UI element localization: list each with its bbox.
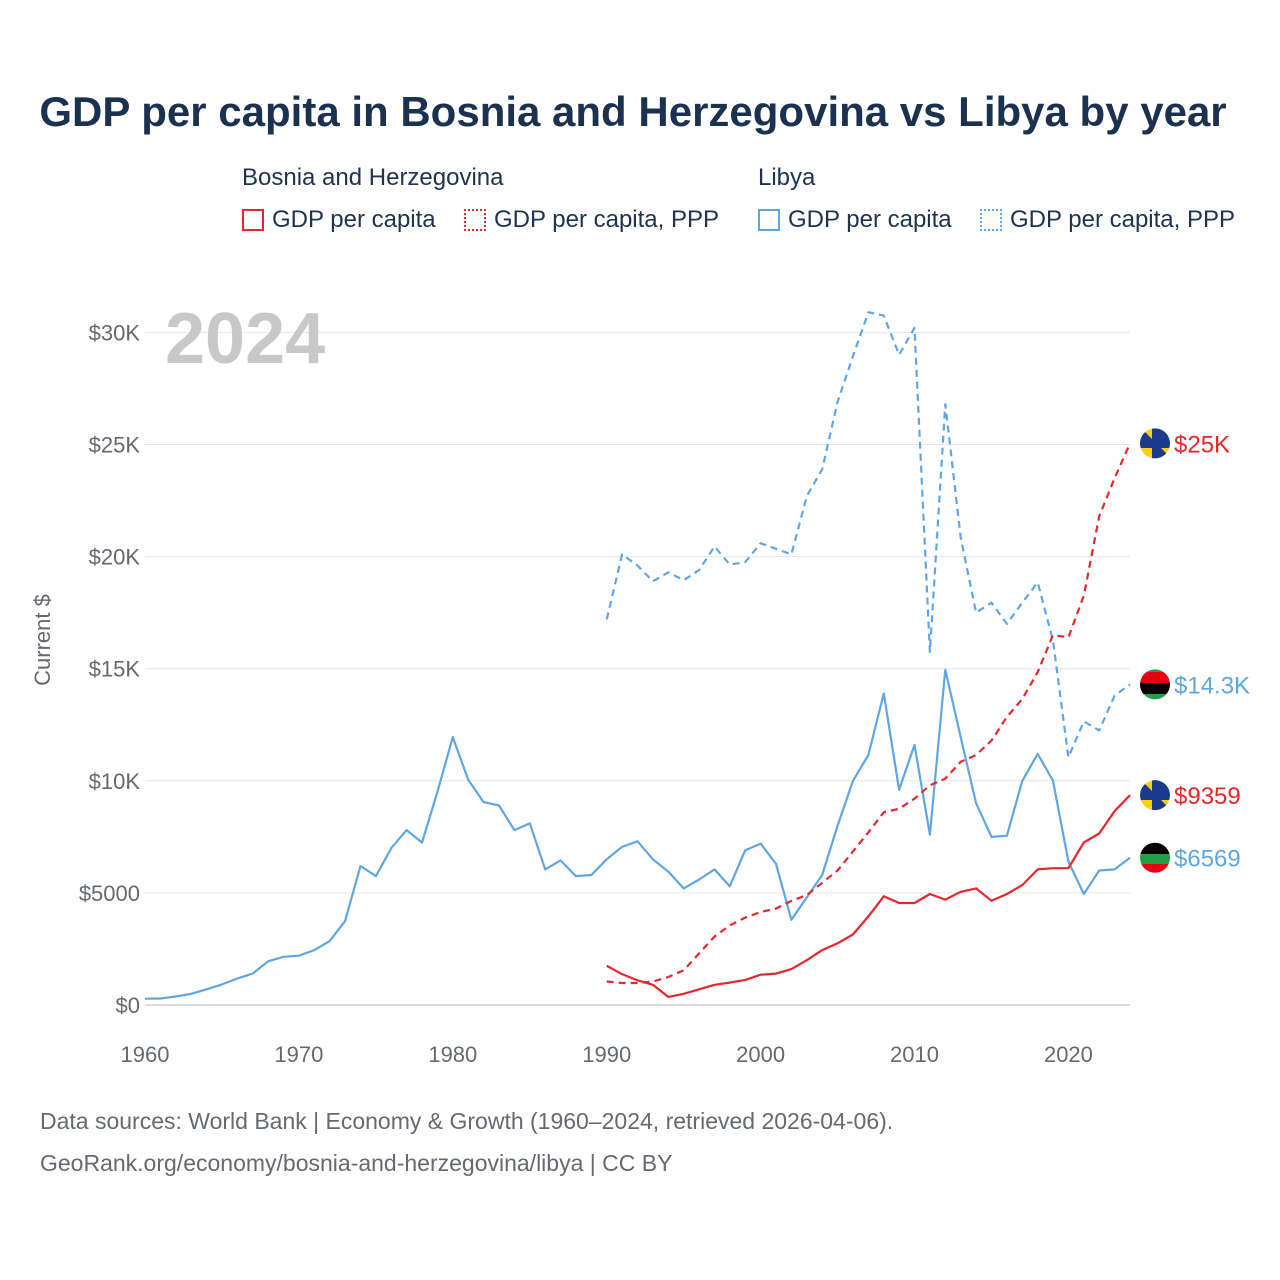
y-tick-label: $20K (89, 545, 141, 570)
footer-source: Data sources: World Bank | Economy & Gro… (40, 1108, 894, 1134)
gridlines (145, 331, 1130, 1006)
y-tick-label: $30K (89, 320, 141, 345)
y-tick-label: $15K (89, 657, 141, 682)
y-tick-label: $25K (89, 433, 141, 458)
series-line (144, 668, 1131, 1000)
x-tick-label: 1970 (274, 1042, 323, 1067)
x-axis: 1960 1970 1980 1990 2000 2010 2020 (121, 1042, 1093, 1067)
x-tick-label: 1980 (428, 1042, 477, 1067)
y-tick-label: $0 (116, 993, 140, 1018)
footer-credit: GeoRank.org/economy/bosnia-and-herzegovi… (40, 1150, 673, 1176)
y-axis: $0 $5000 $10K $15K $20K $25K $30K (79, 320, 141, 1018)
legend-item-libya-gdp[interactable]: GDP per capita (758, 206, 952, 234)
x-tick-label: 2000 (736, 1042, 785, 1067)
end-value-label: $6569 (1174, 846, 1241, 873)
series-lines (144, 311, 1132, 1000)
end-value-label: $9359 (1174, 783, 1241, 810)
legend-swatch-solid-blue (758, 209, 780, 231)
libya-flag-icon (1140, 842, 1170, 873)
legend-label: GDP per capita, PPP (494, 206, 719, 233)
legend-group-libya-title: Libya (758, 164, 816, 191)
legend-label: GDP per capita (788, 206, 952, 233)
series-line (605, 311, 1131, 759)
y-tick-label: $10K (89, 769, 141, 794)
chart-title: GDP per capita in Bosnia and Herzegovina… (39, 88, 1227, 135)
legend-item-bosnia-gdp-ppp[interactable]: GDP per capita, PPP (464, 206, 719, 234)
line-chart: 2024 $0 $5000 $10K $15K $20K $25K $30K 1960 197… (30, 299, 1250, 1067)
y-tick-label: $5000 (79, 881, 140, 906)
legend-label: GDP per capita (272, 206, 436, 233)
legend-swatch-dotted-blue (980, 209, 1002, 231)
series-line (606, 442, 1132, 985)
x-tick-label: 1960 (121, 1042, 170, 1067)
end-value-label: $25K (1174, 431, 1230, 458)
legend-item-bosnia-gdp[interactable]: GDP per capita (242, 206, 436, 234)
end-value-label: $14.3K (1174, 672, 1250, 699)
x-tick-label: 2010 (890, 1042, 939, 1067)
y-axis-label: Current $ (30, 594, 55, 686)
bosnia-flag-icon (1140, 780, 1170, 811)
x-tick-label: 1990 (582, 1042, 631, 1067)
legend-label: GDP per capita, PPP (1010, 206, 1235, 233)
legend-swatch-dotted-red (464, 209, 486, 231)
year-watermark: 2024 (165, 299, 325, 379)
series-line (606, 794, 1131, 999)
legend-group-bosnia-title: Bosnia and Herzegovina (242, 164, 504, 191)
libya-flag-icon (1140, 669, 1170, 700)
legend-item-libya-gdp-ppp[interactable]: GDP per capita, PPP (980, 206, 1235, 234)
end-labels: $6569 $14.3K $9359 $25K (1140, 428, 1250, 873)
legend-swatch-solid-red (242, 209, 264, 231)
bosnia-flag-icon (1140, 428, 1170, 459)
x-tick-label: 2020 (1044, 1042, 1093, 1067)
